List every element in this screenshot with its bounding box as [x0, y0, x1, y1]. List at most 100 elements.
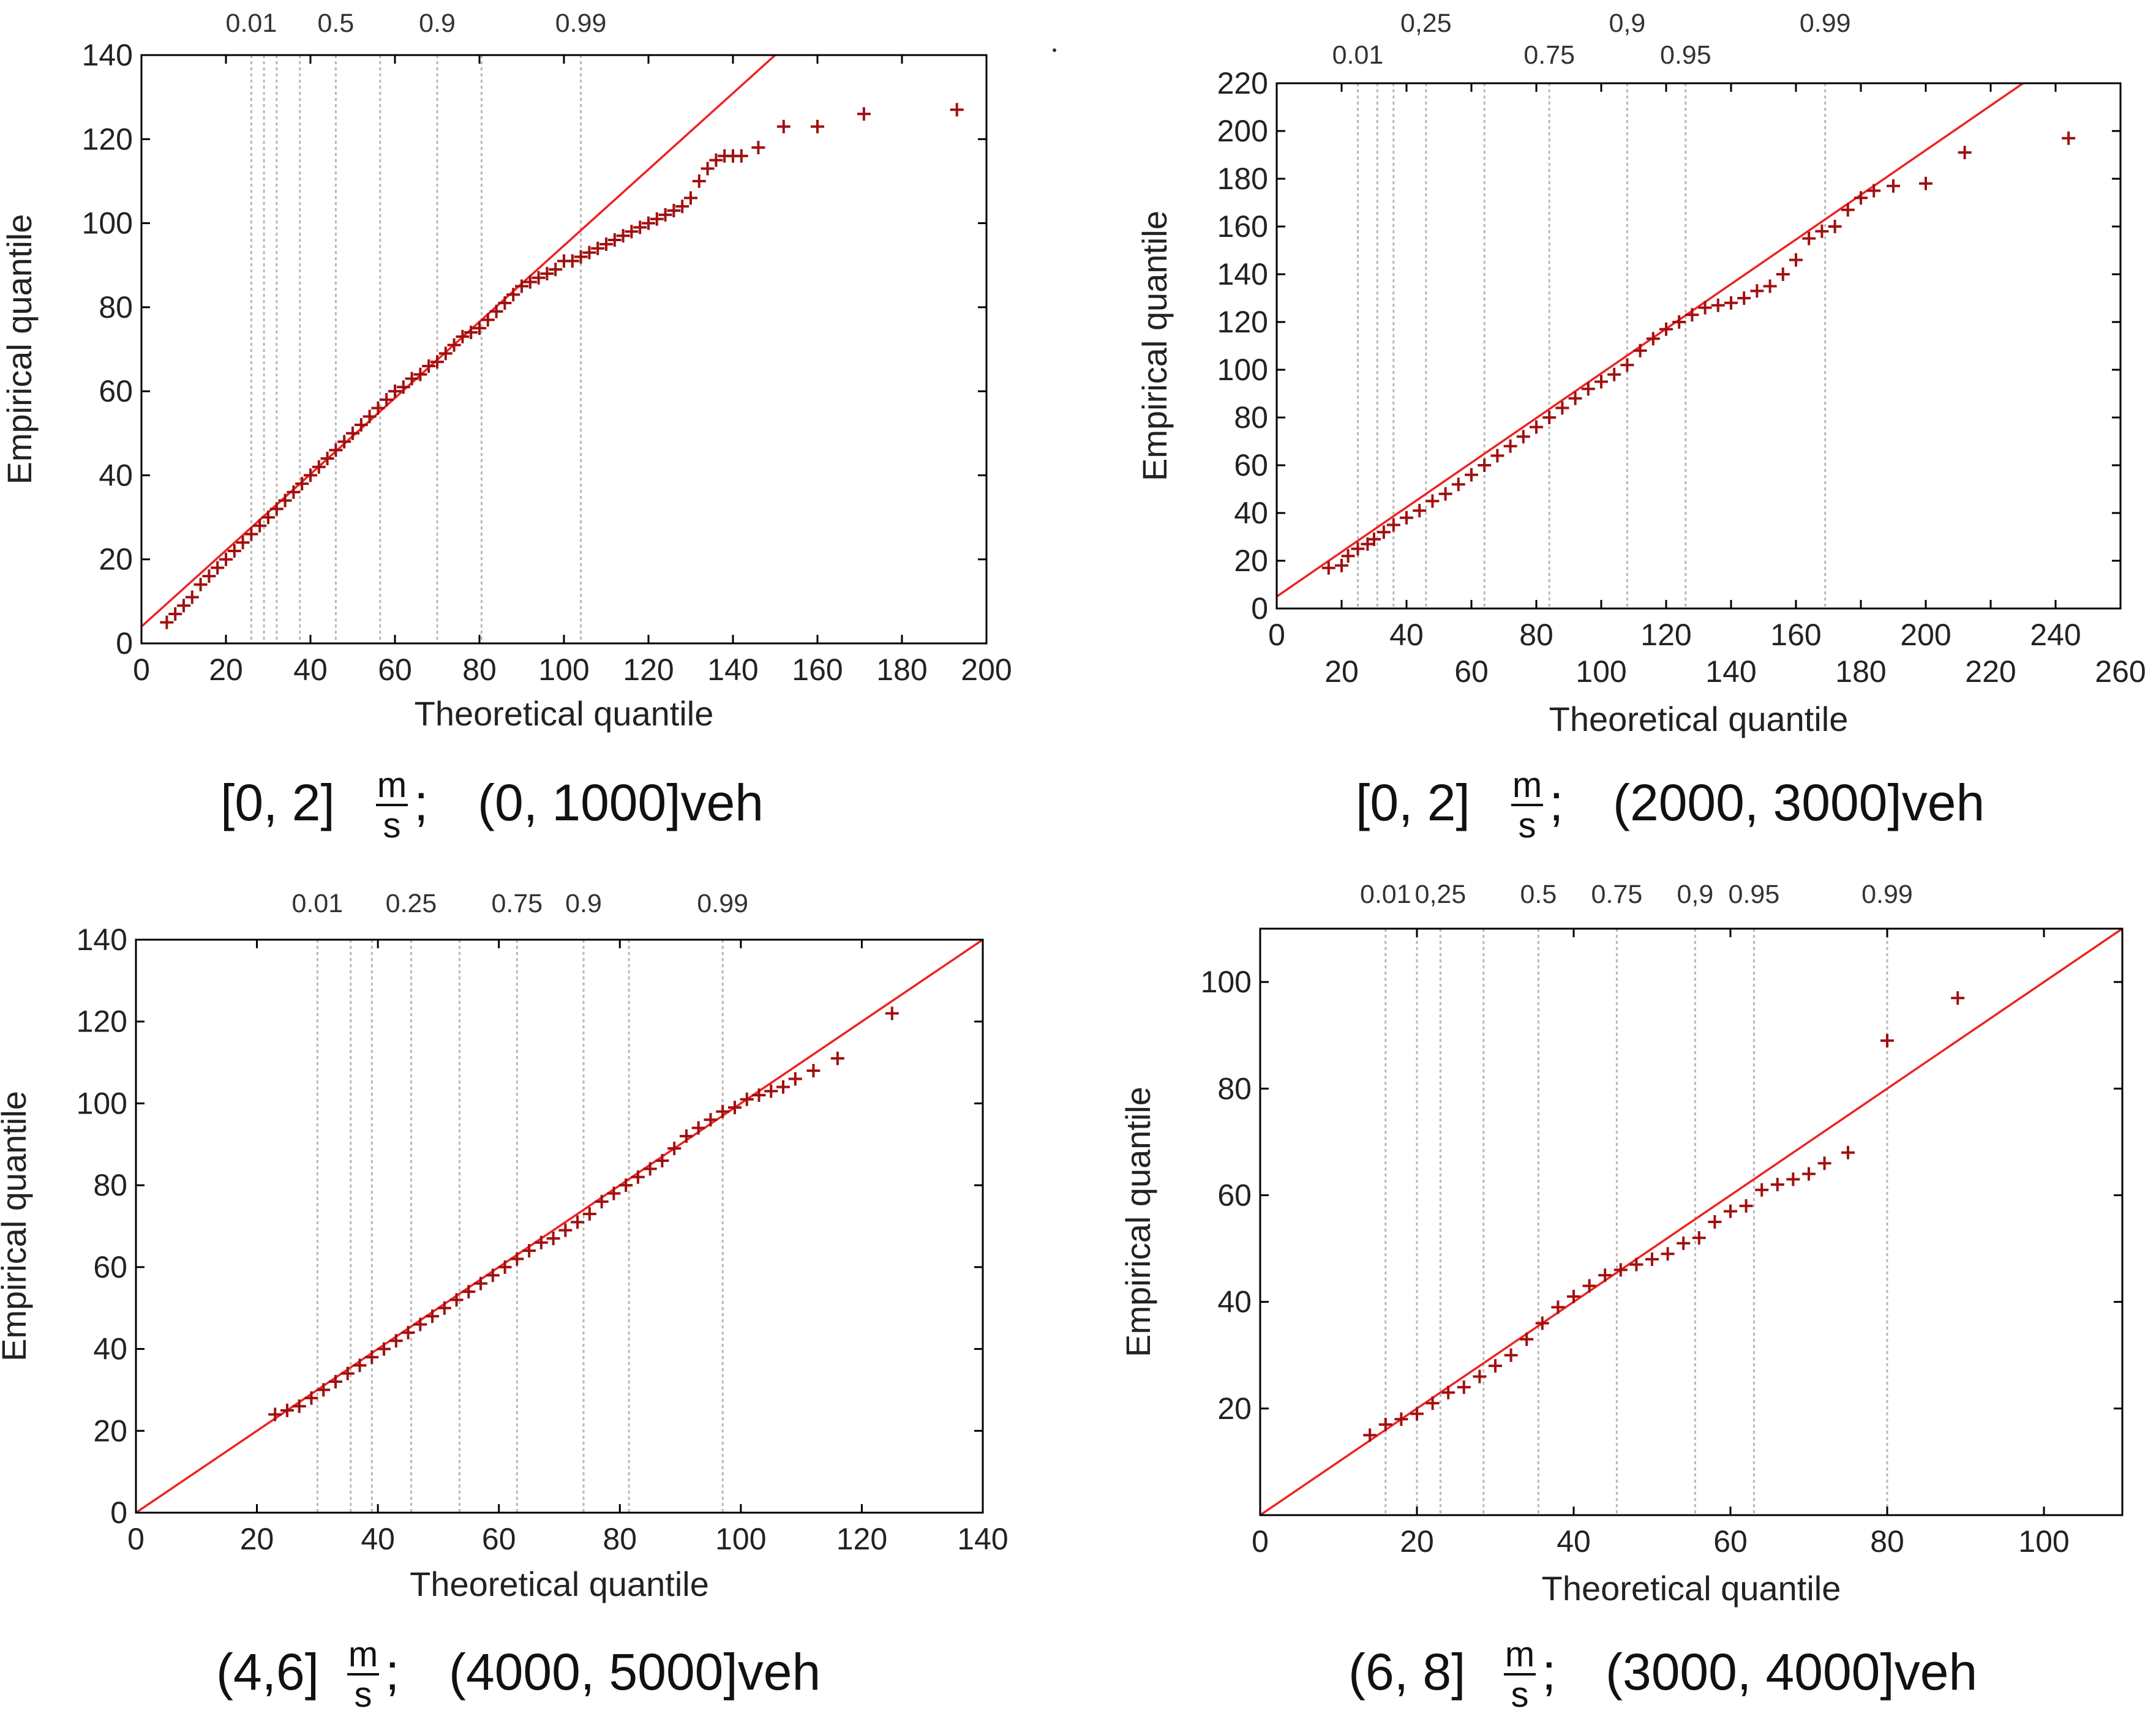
data-point: [1582, 1279, 1596, 1293]
data-point: [1815, 224, 1829, 238]
qq-panel-1: 0.01 0.5 0.9 0.99 0 20 40 60 80 100 120 140 0 20 40 60 8…: [0, 9, 1012, 845]
data-point: [811, 119, 824, 133]
data-point: [280, 1403, 294, 1417]
x-tick-label: 140: [707, 653, 758, 687]
data-point: [1692, 1231, 1706, 1245]
data-point: [684, 191, 697, 205]
data-point: [1551, 1300, 1565, 1314]
caption-interval: [0, 2]: [220, 774, 335, 831]
quantile-label: 0.9: [565, 889, 602, 918]
x-tick-label: 100: [1576, 654, 1626, 689]
data-point: [1438, 487, 1452, 501]
data-point: [776, 119, 791, 133]
quantile-label: 0.01: [226, 9, 277, 38]
quantile-label: 0,25: [1400, 9, 1452, 38]
data-point: [1367, 532, 1381, 546]
caption-interval: [0, 2]: [1356, 774, 1470, 831]
data-point: [295, 477, 309, 491]
data-point: [481, 313, 495, 327]
data-point: [269, 502, 284, 516]
data-point: [1489, 1359, 1502, 1373]
data-point: [244, 527, 258, 541]
data-point: [675, 200, 689, 214]
data-point: [740, 1092, 754, 1106]
data-point: [1817, 1156, 1831, 1170]
y-tick-label: 100: [1201, 965, 1252, 999]
data-point: [168, 607, 182, 621]
x-tick-label: 40: [1557, 1524, 1591, 1559]
x-tick-label: 20: [209, 653, 243, 687]
data-point: [317, 1383, 331, 1397]
y-axis-title: Empirical quantile: [1135, 211, 1174, 481]
caption-separator: ;: [1542, 1643, 1556, 1701]
data-point: [1685, 308, 1699, 322]
data-point: [1465, 468, 1478, 482]
data-point: [571, 1215, 585, 1229]
x-tick-label: 160: [792, 653, 843, 687]
data-point: [1341, 549, 1355, 563]
y-tick-label: 140: [82, 38, 133, 72]
data-point: [354, 418, 368, 432]
quantile-label: 0.99: [1800, 9, 1851, 38]
data-point: [473, 321, 486, 335]
quantile-label: 0.95: [1660, 40, 1711, 70]
data-point: [582, 245, 596, 260]
y-tick-label: 120: [1217, 305, 1268, 339]
caption-unit-denominator: s: [1519, 806, 1536, 845]
x-axis-title: Theoretical quantile: [410, 1565, 709, 1603]
caption-interval: (6, 8]: [1348, 1643, 1465, 1701]
data-point: [1629, 1257, 1643, 1271]
y-tick-label: 80: [99, 290, 133, 324]
data-point: [160, 615, 174, 629]
reference-line: [141, 55, 776, 627]
data-point: [227, 544, 241, 558]
x-tick-label: 200: [961, 653, 1012, 687]
data-point: [1786, 1172, 1800, 1186]
caption-separator: ;: [385, 1643, 399, 1701]
data-point: [752, 1088, 766, 1103]
data-point: [1708, 1215, 1722, 1229]
data-point: [950, 103, 964, 117]
data-point: [1646, 332, 1660, 346]
data-point: [1400, 511, 1413, 525]
data-point: [655, 1154, 669, 1168]
panel-caption: [0, 2] ms; (2000, 3000]veh: [1356, 765, 1985, 845]
data-point: [337, 435, 351, 449]
data-point: [1739, 1199, 1753, 1213]
data-points: [268, 1006, 899, 1421]
x-tick-label: 100: [715, 1522, 766, 1556]
reference-line: [136, 940, 983, 1513]
data-point: [591, 241, 605, 255]
y-tick-label: 200: [1217, 114, 1268, 148]
data-point: [1425, 494, 1440, 508]
data-point: [1335, 558, 1348, 572]
data-point: [371, 401, 385, 415]
data-point: [667, 1141, 682, 1155]
panel-caption: (4,6] ms; (4000, 5000]veh: [216, 1635, 821, 1715]
data-point: [701, 162, 715, 176]
data-point: [1598, 1268, 1612, 1283]
plot-frame: [135, 938, 984, 1514]
data-point: [1841, 203, 1855, 217]
data-point: [1867, 184, 1881, 198]
data-point: [1363, 1428, 1377, 1442]
data-point: [1677, 1236, 1691, 1250]
x-tick-label: 160: [1770, 618, 1821, 652]
data-point: [1724, 1204, 1737, 1218]
y-tick-label: 80: [1234, 400, 1268, 435]
x-tick-label: 180: [1835, 654, 1886, 689]
data-point: [1711, 298, 1725, 312]
quantile-label: 0,9: [1609, 9, 1646, 38]
y-tick-label: 0: [116, 626, 133, 661]
data-point: [523, 275, 537, 289]
data-point: [253, 519, 267, 533]
y-tick-label: 180: [1217, 162, 1268, 196]
data-points: [1321, 131, 2076, 575]
data-point: [422, 359, 436, 373]
data-point: [1377, 525, 1391, 539]
y-tick-label: 40: [99, 458, 133, 492]
data-point: [1535, 1316, 1549, 1330]
quantile-label: 0.75: [1591, 880, 1643, 909]
x-tick-label: 240: [2030, 618, 2081, 652]
